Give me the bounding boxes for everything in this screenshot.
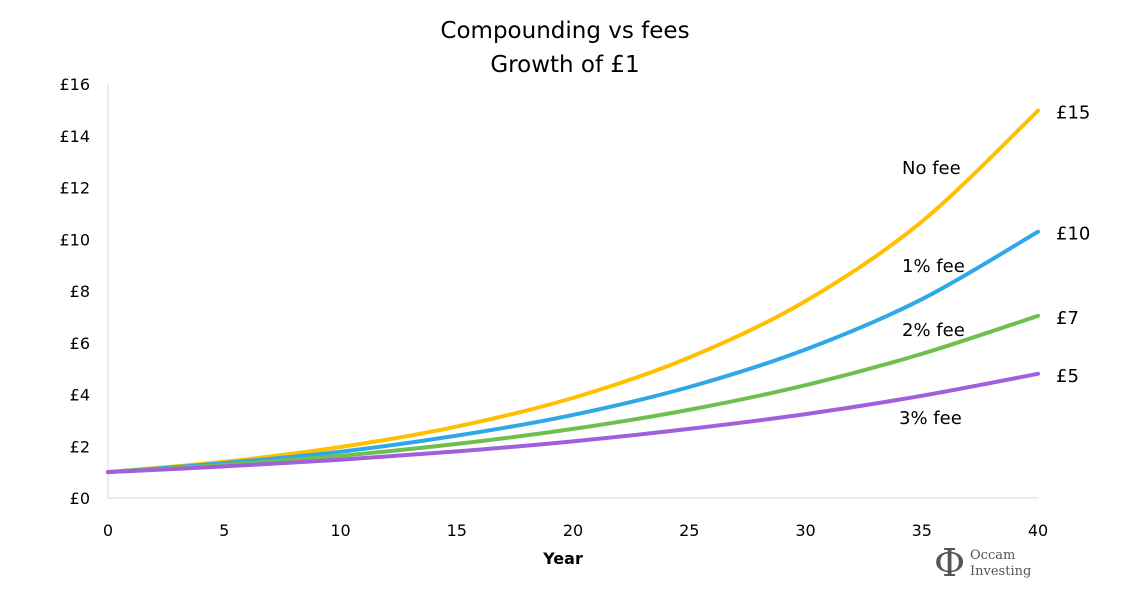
end-value-label-2pct-fee: £7 [1056, 308, 1079, 329]
series-line-1pct-fee [106, 229, 1040, 475]
series-lines [106, 108, 1040, 475]
y-tick-label: £12 [59, 179, 90, 198]
series-label-2pct-fee: 2% fee [902, 320, 965, 341]
series-line-no-fee [106, 108, 1040, 475]
series-label-1pct-fee: 1% fee [902, 256, 965, 277]
end-value-label-1pct-fee: £10 [1056, 224, 1090, 245]
series-label-3pct-fee: 3% fee [899, 408, 962, 429]
logo-text: Occam Investing [970, 548, 1031, 580]
chart-title: Compounding vs fees [440, 18, 690, 44]
x-tick-label: 30 [795, 521, 815, 540]
series-label-no-fee: No fee [902, 158, 961, 179]
logo-line-2: Investing [970, 564, 1032, 579]
x-tick-label: 10 [330, 521, 350, 540]
series-line-2pct-fee [106, 313, 1040, 475]
end-value-label-no-fee: £15 [1056, 103, 1090, 124]
x-tick-label: 5 [219, 521, 229, 540]
y-tick-label: £10 [59, 230, 90, 249]
x-tick-label: 15 [447, 521, 467, 540]
x-tick-label: 25 [679, 521, 699, 540]
x-tick-label: 35 [912, 521, 932, 540]
y-tick-label: £4 [70, 386, 90, 405]
y-tick-label: £16 [59, 75, 90, 94]
y-tick-label: £6 [70, 334, 90, 353]
x-tick-label: 0 [103, 521, 113, 540]
y-tick-label: £8 [70, 282, 90, 301]
phi-logo-icon: Φ [934, 541, 966, 585]
chart-subtitle: Growth of £1 [490, 52, 640, 78]
occam-investing-logo: Φ Occam Investing [934, 541, 1044, 585]
y-tick-label: £14 [59, 127, 90, 146]
series-labels: No fee £15 1% fee £10 2% fee £7 3% fee £5 [899, 103, 1090, 429]
series-line-3pct-fee [106, 371, 1040, 475]
y-tick-label: £0 [70, 489, 90, 508]
x-tick-label: 40 [1028, 521, 1048, 540]
axes: £0 £2 £4 £6 £8 £10 £12 £14 £16 0 5 10 15 20 25 30 35 40 Ye… [59, 75, 1048, 568]
x-tick-label: 20 [563, 521, 583, 540]
logo-line-1: Occam [970, 548, 1016, 563]
x-axis-label: Year [542, 549, 583, 568]
y-tick-label: £2 [70, 437, 90, 456]
end-value-label-3pct-fee: £5 [1056, 366, 1079, 387]
